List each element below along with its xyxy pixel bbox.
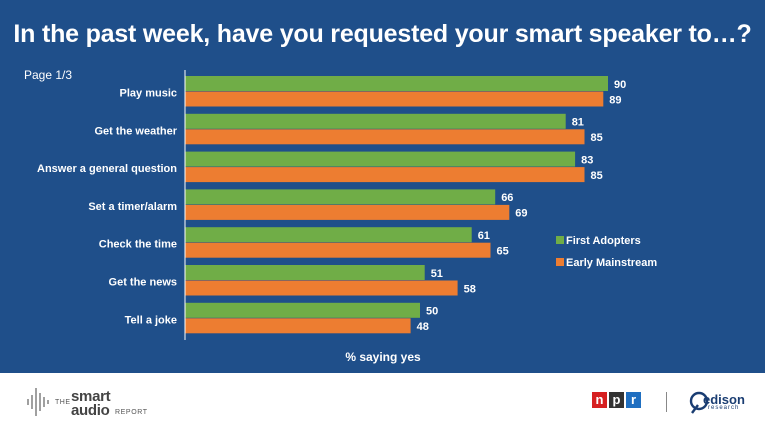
- data-label: 66: [501, 192, 513, 204]
- page-indicator: Page 1/3: [24, 68, 73, 82]
- category-label: Tell a joke: [125, 314, 177, 326]
- data-label: 83: [581, 154, 593, 166]
- edison-logo-sub: research: [708, 405, 740, 411]
- bar-first-adopters: [185, 151, 576, 167]
- legend-label: First Adopters: [566, 235, 641, 247]
- legend-label: Early Mainstream: [566, 257, 657, 269]
- edison-logo-icon: [689, 391, 709, 414]
- bar-early-mainstream: [185, 129, 585, 145]
- smart-audio-logo-smart: smart: [71, 388, 111, 405]
- edison-logo-name: edison: [703, 392, 745, 407]
- data-label: 65: [497, 245, 509, 257]
- legend-swatch: [556, 258, 564, 266]
- category-label: Answer a general question: [37, 163, 177, 175]
- category-label: Play music: [120, 88, 177, 100]
- bar-first-adopters: [185, 265, 425, 280]
- legend-swatch: [556, 236, 564, 244]
- bar-first-adopters: [185, 113, 566, 129]
- npr-letter-n: n: [592, 392, 607, 408]
- footer: [0, 373, 765, 430]
- x-axis-label: % saying yes: [345, 350, 421, 364]
- bar-early-mainstream: [185, 91, 604, 107]
- data-label: 48: [417, 321, 429, 333]
- data-label: 69: [515, 208, 527, 220]
- npr-logo: n p r: [592, 392, 641, 408]
- data-label: 51: [431, 268, 443, 280]
- data-label: 90: [614, 79, 626, 91]
- bar-first-adopters: [185, 302, 420, 318]
- bar-first-adopters: [185, 227, 472, 243]
- bar-early-mainstream: [185, 280, 458, 296]
- category-label: Get the news: [109, 277, 177, 289]
- data-label: 85: [591, 132, 603, 144]
- bar-early-mainstream: [185, 204, 510, 220]
- data-label: 61: [478, 230, 490, 242]
- bar-early-mainstream: [185, 318, 411, 334]
- page-title: In the past week, have you requested you…: [13, 20, 752, 48]
- category-label: Get the weather: [94, 125, 177, 137]
- data-label: 81: [572, 117, 584, 129]
- data-label: 50: [426, 306, 438, 318]
- category-label: Set a timer/alarm: [88, 201, 177, 213]
- bar-early-mainstream: [185, 167, 585, 183]
- smart-audio-logo-report: REPORT: [115, 409, 148, 416]
- data-label: 89: [609, 94, 621, 106]
- smart-audio-logo-audio: audio: [71, 402, 110, 419]
- smart-audio-logo-the: THE: [55, 399, 71, 406]
- data-label: 85: [591, 170, 603, 182]
- npr-letter-p: p: [609, 392, 624, 408]
- logo-divider: [666, 392, 667, 412]
- bar-early-mainstream: [185, 242, 491, 258]
- data-label: 58: [464, 283, 476, 295]
- category-label: Check the time: [99, 239, 177, 251]
- soundwave-icon: [27, 388, 49, 416]
- bar-first-adopters: [185, 189, 496, 205]
- bar-first-adopters: [185, 76, 608, 91]
- bar-chart: Play music 90 89 Get the weather 81 85 Answer …: [37, 70, 657, 364]
- npr-letter-r: r: [626, 392, 641, 408]
